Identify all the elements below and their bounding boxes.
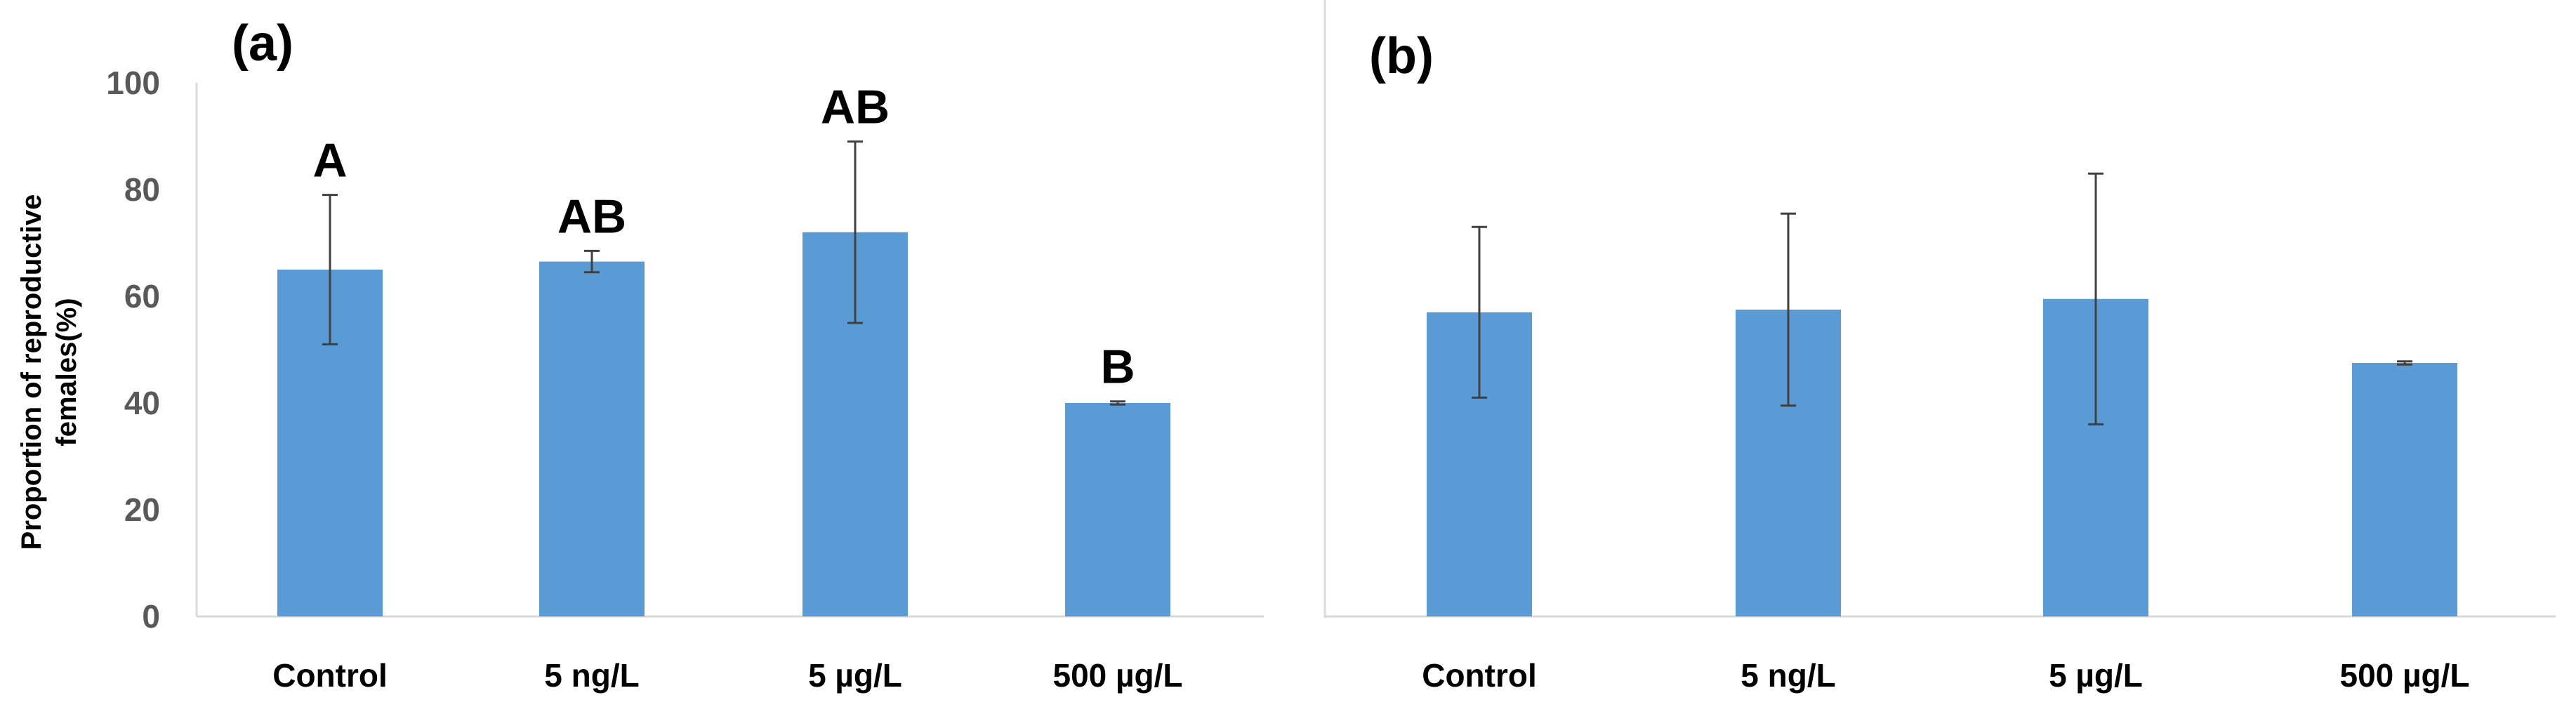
x-tick-label: Control <box>272 657 388 694</box>
x-tick-label: 5 µg/L <box>2049 657 2143 694</box>
bar-a-4 <box>1065 403 1170 616</box>
y-tick-label: 80 <box>124 171 160 208</box>
bar-a-2 <box>539 261 645 616</box>
panel-a: 0 20 40 60 80 100 Control A 5 ng/L AB 5 µg/L AB 500 … <box>106 65 1264 694</box>
y-tick-label: 40 <box>124 385 160 421</box>
significance-letter: AB <box>557 190 626 243</box>
y-axis-title-line-1: Proportion of reproductive <box>16 194 47 550</box>
panel-b-label: (b) <box>1369 28 1434 84</box>
x-tick-label: 5 ng/L <box>1741 657 1835 694</box>
significance-letter: B <box>1100 341 1135 394</box>
significance-letter: A <box>312 134 347 187</box>
y-tick-label: 100 <box>106 65 160 101</box>
x-tick-label: 500 µg/L <box>2339 657 2469 694</box>
x-tick-label: 5 µg/L <box>808 657 902 694</box>
x-tick-label: 500 µg/L <box>1052 657 1182 694</box>
y-tick-label: 0 <box>142 598 160 635</box>
y-tick-label: 60 <box>124 278 160 315</box>
x-tick-label: 5 ng/L <box>544 657 639 694</box>
y-tick-label: 20 <box>124 491 160 528</box>
panel-b: Control 5 ng/L 5 µg/L 500 µg/L <box>1325 172 2556 694</box>
panel-a-label: (a) <box>232 15 293 72</box>
y-axis-title-line-2: females(%) <box>51 298 82 446</box>
x-tick-label: Control <box>1422 657 1537 694</box>
bar-b-4 <box>2352 363 2457 616</box>
significance-letter: AB <box>821 81 890 134</box>
